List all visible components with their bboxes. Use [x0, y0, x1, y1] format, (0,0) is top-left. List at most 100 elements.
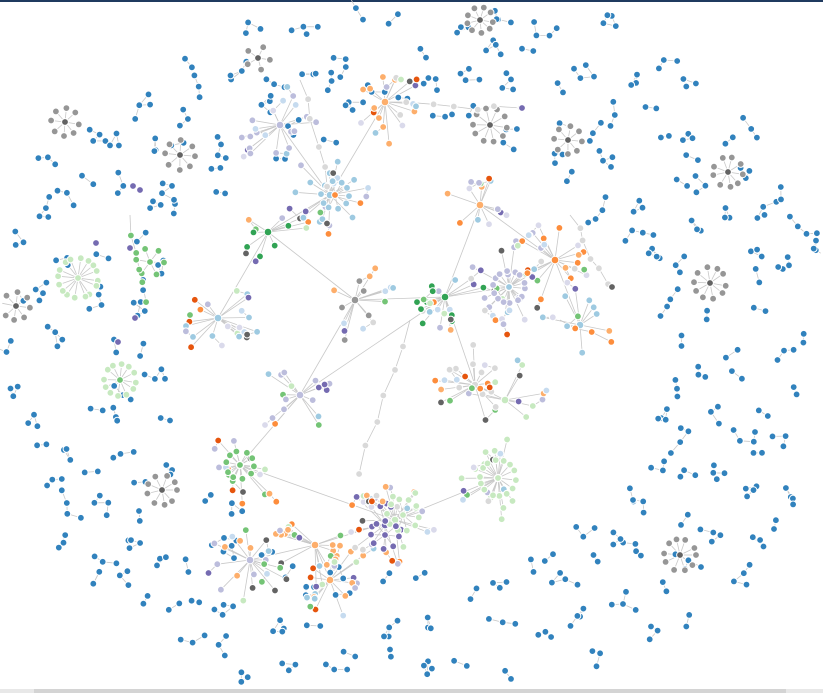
graph-node[interactable] [559, 88, 567, 97]
graph-node[interactable] [645, 635, 654, 644]
graph-node[interactable] [271, 586, 279, 595]
graph-node[interactable] [92, 267, 101, 275]
graph-node[interactable] [59, 538, 68, 547]
graph-node[interactable] [412, 102, 420, 111]
graph-node[interactable] [113, 189, 122, 198]
graph-node[interactable] [114, 392, 122, 400]
graph-node[interactable] [455, 383, 464, 392]
graph-node[interactable] [222, 458, 231, 467]
graph-node[interactable] [491, 403, 500, 411]
graph-node[interactable] [348, 501, 357, 510]
graph-node[interactable] [110, 382, 119, 390]
graph-node[interactable] [50, 127, 59, 136]
graph-node[interactable] [513, 356, 522, 365]
graph-node[interactable] [257, 65, 266, 74]
graph-node[interactable] [297, 161, 305, 170]
graph-node[interactable] [541, 627, 550, 636]
graph-node[interactable] [692, 79, 700, 88]
graph-node[interactable] [500, 112, 509, 121]
graph-node[interactable] [813, 229, 821, 238]
graph-node[interactable] [721, 213, 729, 222]
graph-node[interactable] [165, 140, 174, 149]
graph-node[interactable] [716, 180, 725, 189]
graph-node[interactable] [609, 540, 618, 549]
graph-node[interactable] [151, 134, 160, 143]
graph-node[interactable] [351, 543, 360, 552]
graph-node[interactable] [681, 566, 689, 575]
graph-node[interactable] [714, 402, 722, 411]
graph-node[interactable] [506, 460, 514, 469]
graph-node[interactable] [387, 500, 396, 509]
graph-node[interactable] [540, 557, 549, 565]
graph-node[interactable] [380, 632, 388, 641]
graph-node[interactable] [213, 313, 223, 323]
graph-node[interactable] [394, 93, 403, 102]
graph-node[interactable] [356, 199, 365, 208]
graph-node[interactable] [418, 507, 427, 516]
graph-node[interactable] [464, 111, 473, 120]
graph-node[interactable] [414, 513, 423, 522]
graph-node[interactable] [228, 486, 237, 495]
graph-node[interactable] [89, 579, 98, 588]
graph-node[interactable] [136, 352, 145, 360]
graph-node[interactable] [556, 569, 564, 577]
graph-node[interactable] [749, 486, 758, 495]
graph-node[interactable] [264, 370, 273, 379]
graph-node[interactable] [135, 507, 143, 515]
graph-node[interactable] [237, 668, 246, 677]
graph-node[interactable] [196, 305, 205, 314]
graph-node[interactable] [631, 540, 640, 548]
graph-node[interactable] [496, 50, 505, 59]
graph-node[interactable] [499, 298, 508, 307]
graph-node[interactable] [243, 243, 252, 251]
graph-node[interactable] [278, 214, 287, 223]
graph-node[interactable] [533, 303, 542, 312]
graph-node[interactable] [412, 502, 421, 510]
graph-node[interactable] [6, 337, 15, 345]
graph-node[interactable] [607, 338, 616, 346]
graph-node[interactable] [100, 375, 108, 384]
graph-node[interactable] [382, 83, 391, 91]
graph-node[interactable] [703, 306, 711, 315]
graph-node[interactable] [619, 600, 627, 608]
graph-node[interactable] [45, 193, 54, 201]
graph-node[interactable] [238, 499, 247, 508]
graph-node[interactable] [563, 278, 572, 287]
graph-node[interactable] [524, 231, 533, 240]
graph-node[interactable] [223, 322, 232, 331]
graph-node[interactable] [495, 583, 504, 592]
graph-node[interactable] [772, 516, 780, 525]
horizontal-scrollbar-thumb[interactable] [34, 689, 786, 693]
graph-node[interactable] [479, 136, 488, 145]
graph-node[interactable] [466, 595, 475, 603]
graph-node[interactable] [607, 600, 616, 609]
graph-node[interactable] [339, 647, 348, 656]
graph-node[interactable] [574, 312, 582, 321]
graph-node[interactable] [502, 123, 511, 132]
graph-node[interactable] [530, 265, 539, 274]
graph-node[interactable] [317, 190, 325, 199]
graph-node[interactable] [446, 315, 455, 324]
graph-node[interactable] [315, 562, 324, 570]
graph-node[interactable] [397, 75, 405, 84]
graph-node[interactable] [638, 228, 647, 237]
graph-node[interactable] [80, 468, 89, 477]
graph-node[interactable] [139, 286, 148, 295]
graph-node[interactable] [188, 142, 197, 151]
graph-node[interactable] [339, 574, 348, 583]
graph-node[interactable] [671, 261, 680, 270]
graph-node[interactable] [189, 333, 197, 341]
graph-node[interactable] [379, 123, 388, 131]
graph-node[interactable] [378, 497, 387, 506]
graph-node[interactable] [169, 209, 178, 218]
graph-node[interactable] [580, 265, 589, 274]
graph-node[interactable] [278, 627, 287, 636]
graph-node[interactable] [476, 473, 484, 481]
graph-node[interactable] [334, 204, 343, 213]
graph-node[interactable] [491, 316, 500, 325]
graph-node[interactable] [627, 81, 636, 89]
graph-node[interactable] [131, 378, 140, 387]
graph-node[interactable] [537, 295, 545, 304]
graph-node[interactable] [420, 568, 429, 577]
graph-node[interactable] [261, 131, 270, 140]
